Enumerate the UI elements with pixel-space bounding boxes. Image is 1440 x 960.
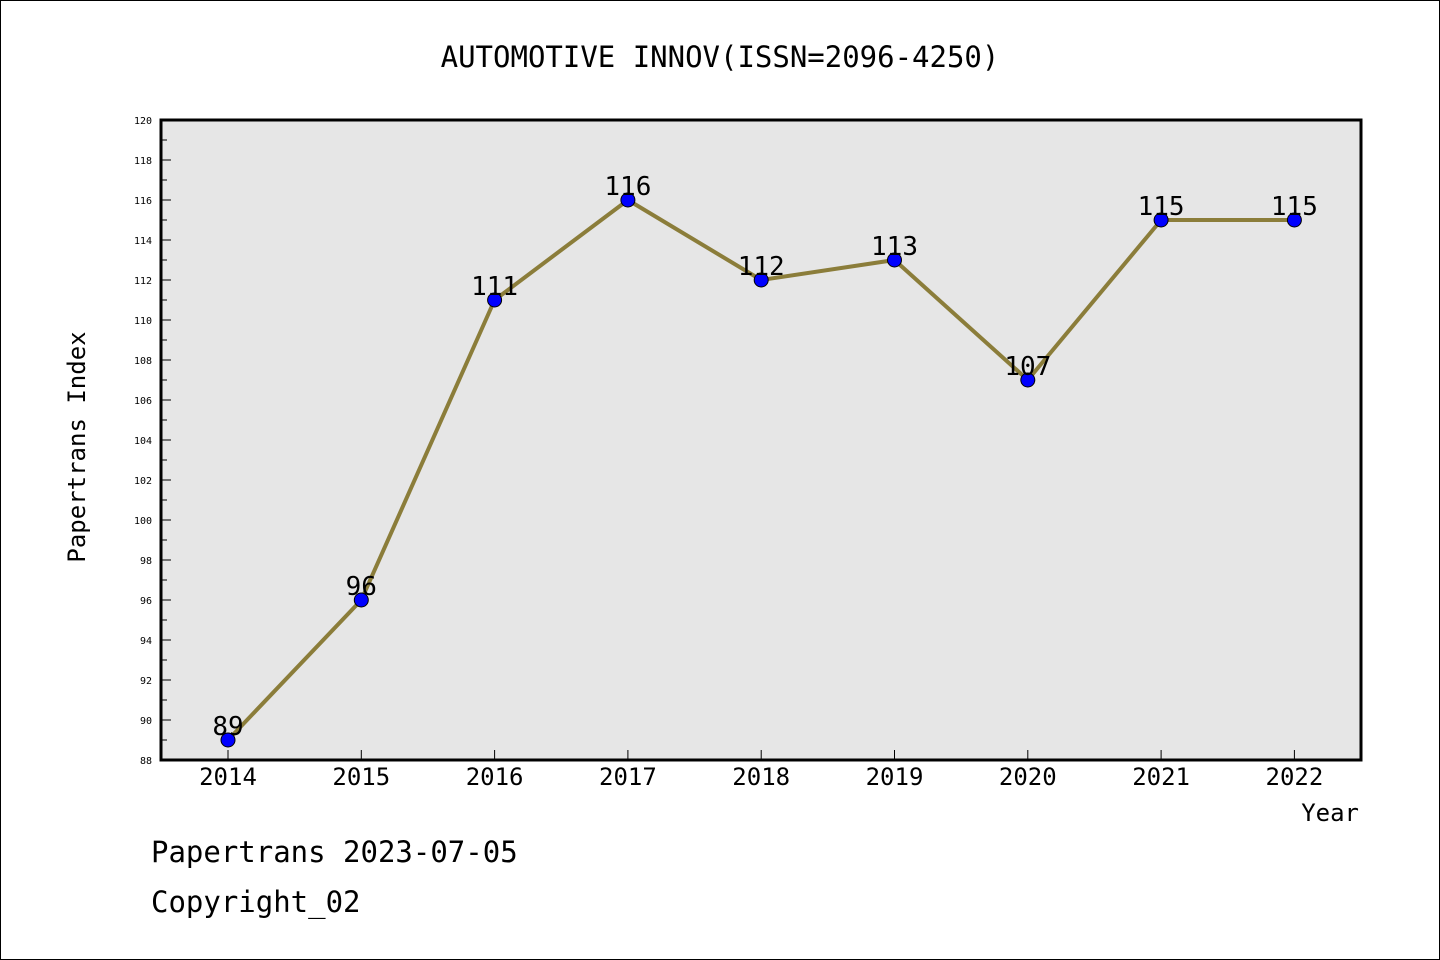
data-point <box>353 592 369 608</box>
data-label: 111 <box>471 272 518 302</box>
y-tick-label: 108 <box>134 356 152 367</box>
y-tick-label: 102 <box>134 476 152 487</box>
data-point <box>1286 212 1302 228</box>
x-tick-label: 2021 <box>1132 763 1190 791</box>
x-tick-label: 2022 <box>1266 763 1324 791</box>
x-tick-label: 2014 <box>199 763 257 791</box>
y-tick-label: 94 <box>140 636 152 647</box>
y-tick-label: 92 <box>140 676 152 687</box>
x-tick-label: 2019 <box>866 763 924 791</box>
y-axis: 88 90 92 94 96 98 100 102 104 106 108 110 112 114 116 1… <box>134 116 171 767</box>
y-tick-label: 110 <box>134 316 152 327</box>
data-point <box>487 292 503 308</box>
y-tick-label: 98 <box>140 556 152 567</box>
data-label: 113 <box>871 232 918 262</box>
data-label: 115 <box>1271 192 1318 222</box>
y-tick-label: 88 <box>140 756 152 767</box>
y-tick-label: 106 <box>134 396 152 407</box>
data-label: 96 <box>346 572 377 602</box>
x-tick-label: 2016 <box>466 763 524 791</box>
x-tick-label: 2017 <box>599 763 657 791</box>
x-tick-label: 2020 <box>999 763 1057 791</box>
y-tick-label: 112 <box>134 276 152 287</box>
y-tick-label: 104 <box>134 436 152 447</box>
y-tick-label: 96 <box>140 596 152 607</box>
data-point <box>220 732 236 748</box>
x-tick-label: 2018 <box>732 763 790 791</box>
y-tick-label: 120 <box>134 116 152 127</box>
y-tick-label: 90 <box>140 716 152 727</box>
data-label: 112 <box>738 252 785 282</box>
chart-title: AUTOMOTIVE INNOV(ISSN=2096-4250) <box>441 40 1000 74</box>
y-tick-label: 114 <box>134 236 152 247</box>
footer-date: Papertrans 2023-07-05 <box>151 835 518 869</box>
y-tick-label: 100 <box>134 516 152 527</box>
data-point <box>1153 212 1169 228</box>
y-tick-label: 116 <box>134 196 152 207</box>
y-axis-label: Papertrans Index <box>63 331 91 562</box>
data-label: 89 <box>212 712 243 742</box>
data-label: 116 <box>604 172 651 202</box>
series-markers <box>220 192 1302 748</box>
x-axis-label: Year <box>1301 799 1359 827</box>
data-point <box>1020 372 1036 388</box>
y-tick-label: 118 <box>134 156 152 167</box>
data-point <box>887 252 902 268</box>
footer-copyright: Copyright_02 <box>151 885 361 919</box>
plot-frame <box>159 118 1363 762</box>
data-point <box>753 272 769 288</box>
data-label: 107 <box>1004 352 1051 382</box>
x-axis: 2014 2015 2016 2017 2018 2019 2020 2021 2022 <box>199 750 1323 791</box>
data-label: 115 <box>1138 192 1185 222</box>
x-tick-label: 2015 <box>332 763 390 791</box>
data-point <box>620 192 636 208</box>
data-labels: 89 96 111 116 112 113 107 115 115 <box>212 172 1318 742</box>
